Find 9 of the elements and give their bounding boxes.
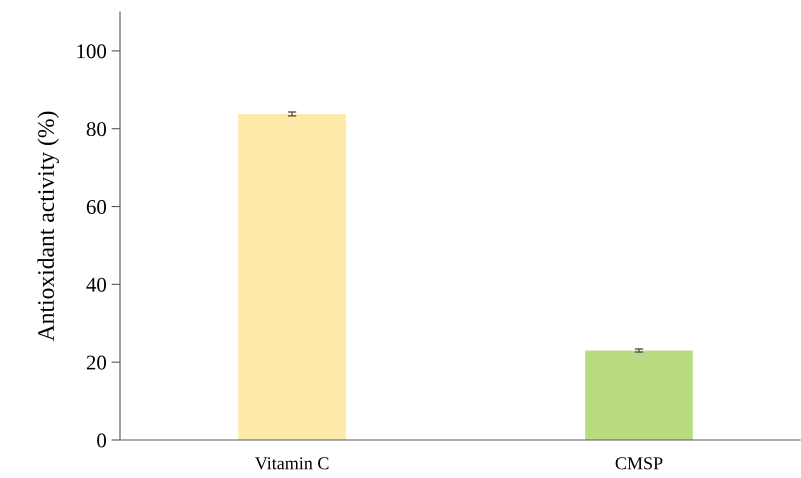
y-tick-label: 60 xyxy=(86,200,106,214)
y-tick-label: 100 xyxy=(77,44,106,58)
y-axis-title: Antioxidant activity (%) xyxy=(37,112,59,342)
y-tick-label: 0 xyxy=(97,433,106,448)
y-tick-label: 80 xyxy=(86,122,106,136)
y-tick-label: 20 xyxy=(86,356,106,370)
x-tick-label: Vitamin C xyxy=(254,457,328,470)
y-tick-label: 40 xyxy=(86,278,106,292)
x-tick-label: CMSP xyxy=(616,457,662,470)
